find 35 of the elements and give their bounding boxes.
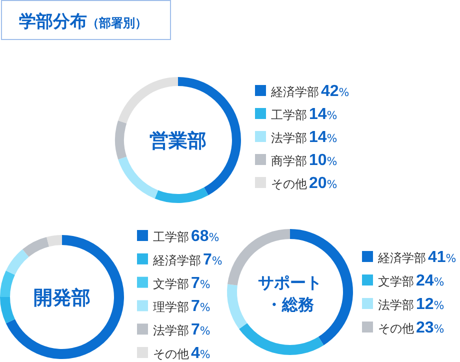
data-label: 4% — [191, 345, 210, 362]
legend-label: 文学部 — [153, 276, 189, 291]
text: 営業部 — [150, 130, 206, 152]
data-label: 23% — [416, 320, 444, 336]
data-label: 10% — [309, 152, 338, 169]
data-label: 42% — [321, 83, 350, 100]
legend-label: 理学部 — [153, 300, 189, 314]
text: 開発部 — [34, 287, 90, 309]
legend-label: 経済学部 — [270, 85, 319, 99]
legend-label: 工学部 — [271, 108, 307, 122]
text: （部署別） — [87, 16, 147, 30]
legend-label: 法学部 — [378, 298, 414, 312]
data-label: 7% — [191, 274, 210, 292]
legend-label: 法学部 — [271, 131, 307, 145]
legend-label: その他 — [153, 347, 189, 361]
legend-label: 経済学部 — [377, 251, 426, 265]
data-label: 20% — [309, 175, 338, 192]
text: サポート・総務 — [258, 273, 322, 314]
text: 学部分布 — [19, 12, 87, 32]
legend-label: その他 — [271, 177, 307, 191]
legend-label: 法学部 — [153, 324, 189, 338]
data-label: 68% — [191, 228, 220, 245]
legend-label: 経済学部 — [152, 253, 201, 268]
legend-label: 工学部 — [153, 230, 189, 244]
data-label: 7% — [203, 251, 222, 268]
data-label: 12% — [416, 296, 444, 313]
data-label: 14% — [309, 106, 338, 123]
data-label: 41% — [428, 249, 456, 266]
data-label: 7% — [191, 322, 210, 339]
data-label: 14% — [309, 129, 338, 146]
legend-label: その他 — [378, 322, 414, 336]
data-label: 7% — [191, 298, 210, 316]
legend-label: 商学部 — [271, 154, 307, 168]
legend-label: 文学部 — [378, 274, 414, 288]
data-label: 24% — [416, 272, 444, 290]
